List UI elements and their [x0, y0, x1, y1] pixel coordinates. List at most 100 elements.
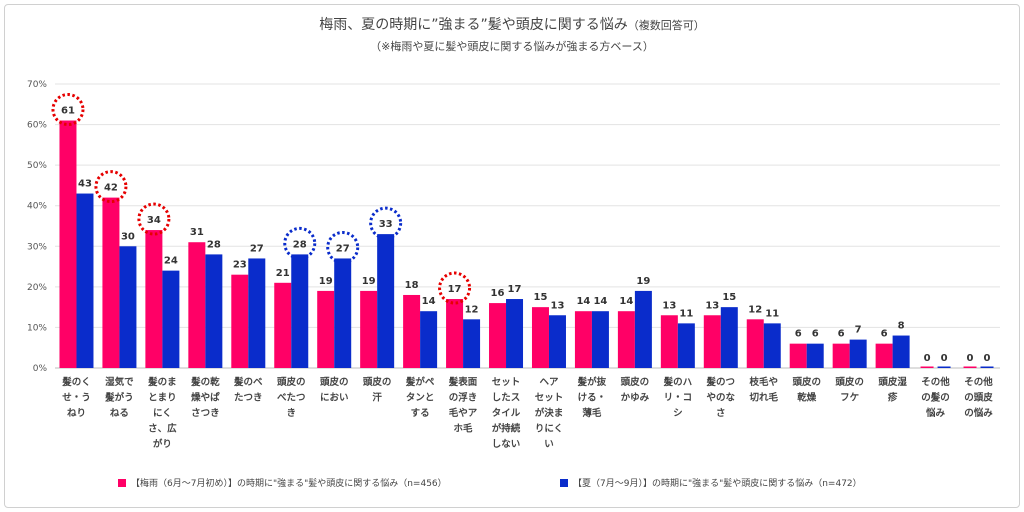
bar-summer — [892, 335, 910, 368]
x-tick-label: の浮き — [449, 392, 478, 404]
bar-summer — [763, 323, 781, 368]
data-label: 14 — [422, 296, 436, 307]
data-label: 43 — [78, 179, 92, 190]
data-label: 6 — [838, 329, 845, 340]
x-tick-label: におい — [320, 393, 349, 404]
x-tick-label: 髪の乾 — [190, 376, 220, 388]
data-label: 15 — [722, 292, 736, 303]
highlight-circle — [283, 226, 317, 260]
bar-rainy — [360, 290, 378, 368]
x-tick-label: 髪がう — [104, 392, 134, 404]
data-label: 13 — [551, 300, 565, 311]
bar-summer — [291, 254, 309, 368]
data-label: 11 — [679, 308, 693, 319]
legend-item-rainy: 【梅雨（6月～7月初め）】の時期に"強まる"髪や頭皮に関する悩み（n=456） — [118, 476, 447, 489]
data-label: 15 — [534, 292, 548, 303]
bar-rainy — [145, 230, 163, 368]
x-tick-label: 汗 — [372, 392, 382, 404]
y-tick-label: 50% — [27, 161, 47, 171]
bar-summer — [248, 258, 266, 368]
x-tick-label: 髪が抜 — [577, 376, 607, 388]
y-tick-label: 30% — [27, 242, 47, 252]
x-tick-label: その他 — [964, 376, 993, 388]
data-label: 13 — [662, 300, 676, 311]
data-label: 34 — [147, 215, 161, 226]
x-tick-label: 頭皮湿 — [878, 376, 907, 388]
legend-label-rainy: 【梅雨（6月～7月初め）】の時期に"強まる"髪や頭皮に関する悩み（n=456） — [131, 479, 447, 489]
x-tick-label: 悩み — [925, 407, 946, 419]
bar-rainy — [188, 242, 206, 368]
x-tick-label: する — [411, 408, 430, 419]
x-tick-label: の頭皮 — [964, 392, 993, 404]
data-label: 61 — [61, 106, 75, 117]
bar-rainy — [875, 343, 893, 368]
x-tick-label: の悩み — [964, 407, 993, 419]
y-tick-label: 20% — [27, 283, 47, 293]
x-tick-label: とまり — [148, 392, 177, 404]
x-tick-label: 頭皮の — [792, 376, 821, 388]
bar-rainy — [746, 319, 764, 368]
bar-summer — [420, 311, 438, 368]
bar-summer — [119, 246, 137, 368]
chart-title-note: （複数回答可） — [627, 19, 705, 32]
x-tick-label: ヘア — [539, 377, 559, 388]
x-tick-label: タイル — [492, 407, 521, 419]
data-label: 28 — [207, 239, 221, 250]
data-label: 33 — [379, 219, 393, 230]
x-tick-label: さつき — [191, 408, 220, 419]
data-label: 19 — [362, 276, 376, 287]
legend-swatch-rainy — [118, 478, 126, 487]
x-tick-label: ねる — [110, 408, 129, 419]
bar-summer — [980, 366, 994, 368]
bar-rainy — [703, 315, 721, 368]
bar-rainy — [789, 343, 807, 368]
data-label: 27 — [250, 243, 264, 254]
bar-summer — [677, 323, 695, 368]
data-label: 17 — [508, 284, 522, 295]
data-label: 8 — [898, 321, 905, 332]
data-label: 27 — [336, 243, 350, 254]
data-label: 21 — [276, 268, 290, 279]
x-tick-label: したス — [492, 393, 521, 404]
y-tick-label: 0% — [33, 364, 48, 374]
x-tick-label: 髪のハ — [663, 376, 693, 388]
x-tick-label: しない — [492, 439, 521, 450]
bar-rainy — [574, 311, 592, 368]
x-tick-label: 髪表面 — [448, 376, 478, 388]
bar-rainy — [231, 274, 249, 368]
highlight-circle — [438, 271, 472, 305]
x-tick-label: 毛やア — [449, 407, 478, 419]
data-label: 42 — [104, 183, 118, 194]
data-label: 30 — [121, 231, 135, 242]
data-label: 17 — [448, 284, 462, 295]
y-tick-label: 40% — [27, 202, 47, 212]
data-label: 14 — [619, 296, 633, 307]
data-label: 28 — [293, 239, 307, 250]
data-label: 14 — [576, 296, 590, 307]
bar-summer — [377, 234, 395, 368]
x-tick-label: シ — [673, 408, 683, 419]
bar-rainy — [617, 311, 635, 368]
data-label: 18 — [405, 280, 419, 291]
bar-rainy — [446, 299, 464, 368]
bar-summer — [463, 319, 481, 368]
bar-rainy — [489, 303, 507, 368]
chart-subtitle: （※梅雨や夏に髪や頭皮に関する悩みが強まる方ベース） — [370, 40, 654, 53]
bar-rainy — [403, 294, 421, 368]
bar-rainy — [963, 366, 977, 368]
data-label: 13 — [705, 300, 719, 311]
bar-rainy — [317, 290, 335, 368]
bar-rainy — [102, 197, 120, 368]
x-tick-label: ホ毛 — [454, 423, 474, 435]
bar-rainy — [832, 343, 850, 368]
chart-frame — [4, 4, 1020, 508]
x-tick-label: が持続 — [492, 423, 521, 435]
x-tick-label: き — [286, 408, 296, 419]
x-tick-label: の髪の — [921, 392, 950, 404]
x-tick-label: セット — [492, 377, 521, 388]
data-label: 6 — [812, 329, 819, 340]
x-tick-label: かゆみ — [621, 393, 650, 404]
data-label: 0 — [924, 353, 931, 364]
x-tick-label: 髪がペ — [405, 376, 435, 388]
